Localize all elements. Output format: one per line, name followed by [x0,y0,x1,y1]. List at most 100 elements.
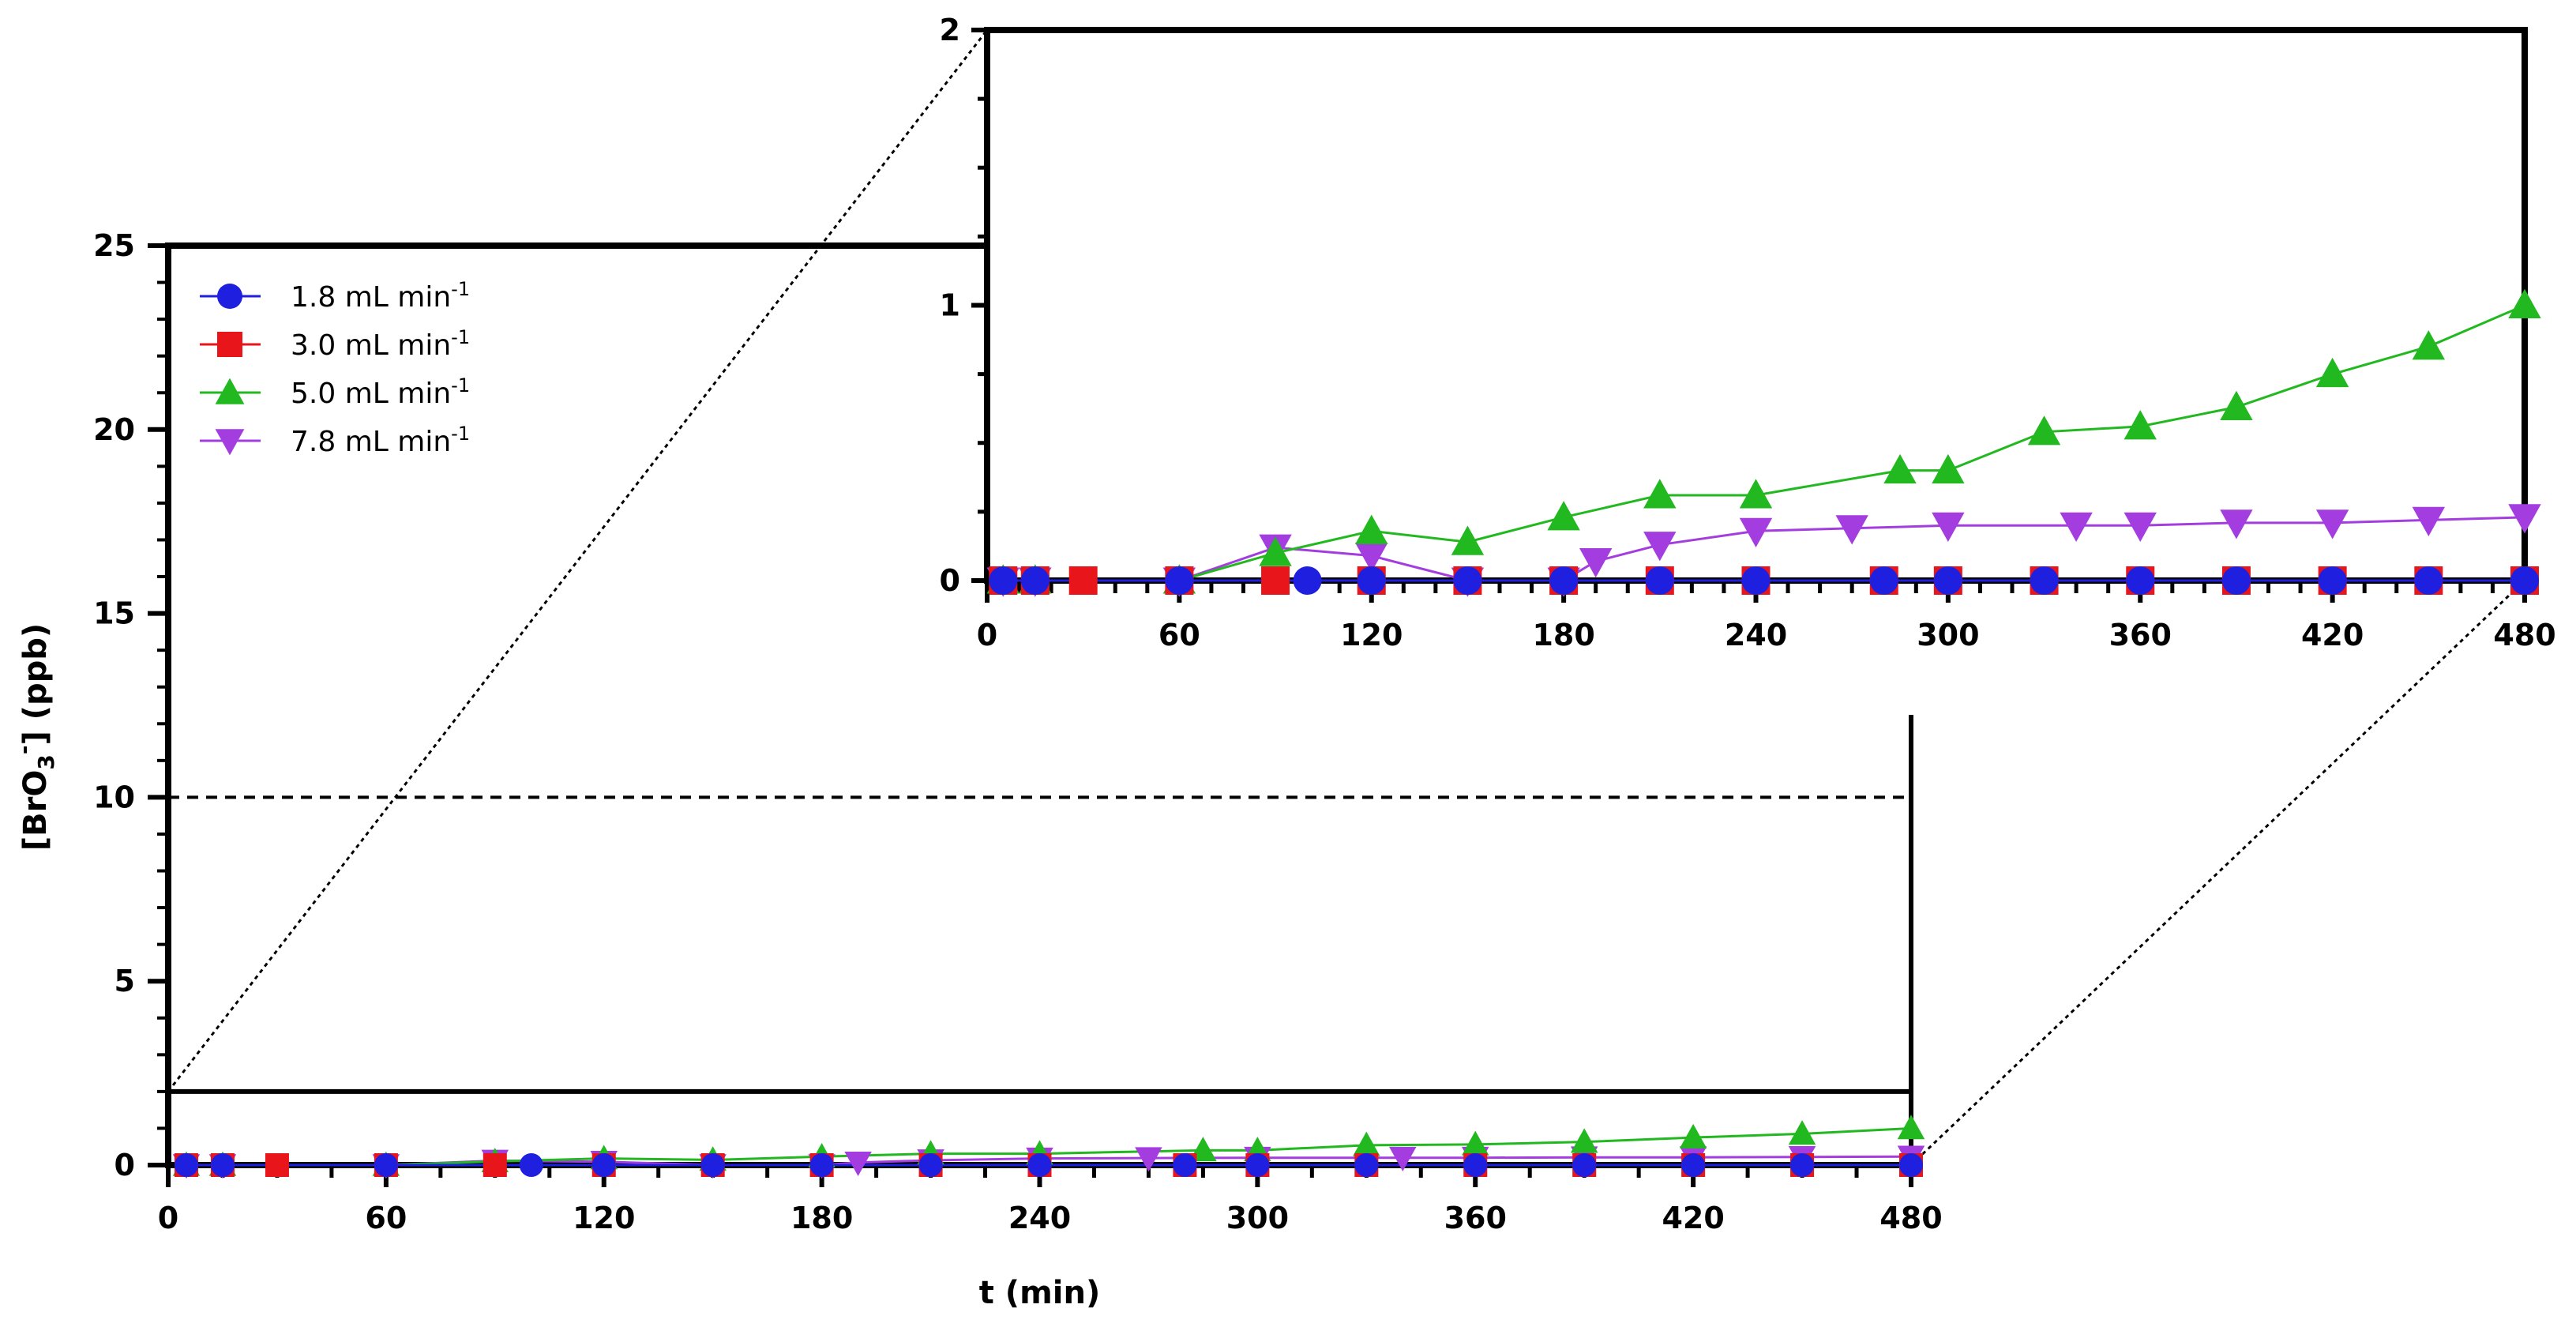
main-point [1353,1131,1380,1156]
x-tick-label: 0 [158,1201,178,1235]
inset-point [1453,566,1482,595]
main-point [1788,1120,1816,1145]
inset-point [2221,566,2251,595]
zoom-line-left [167,29,989,1092]
inset-y-tick-label: 2 [940,13,960,47]
inset-point [1869,566,1898,595]
inset-point [1549,566,1579,595]
main-point [265,1153,289,1177]
y-axis-title-unit: ] (ppb) [17,623,54,746]
legend-label-text: 3.0 mL min [291,329,451,362]
legend-label-sup: -1 [451,374,470,397]
main-point [519,1153,543,1177]
inset-point [1739,517,1773,547]
inset-point [1355,514,1388,544]
zoom-line-right [1909,579,2526,1167]
legend-label: 1.8 mL min-1 [291,278,470,314]
inset-point [1259,536,1292,566]
inset-point [1932,512,1965,542]
main-point [1899,1153,1923,1177]
inset-point [2124,410,2157,440]
inset-point [1020,566,1050,595]
main-point [1679,1123,1707,1148]
main-point [700,1153,725,1177]
x-tick-label: 480 [1879,1201,1942,1235]
main-point [1463,1153,1488,1177]
legend-label-text: 1.8 mL min [291,281,451,314]
y-tick-label: 25 [93,228,135,263]
x-tick-label: 60 [365,1201,407,1235]
main-point [1790,1153,1815,1177]
legend-label: 5.0 mL min-1 [291,374,470,410]
y-tick-label: 15 [93,596,135,631]
main-point [1570,1128,1598,1153]
inset-point [2220,509,2253,539]
main-point [1173,1153,1197,1177]
inset-x-tick-label: 360 [2109,618,2172,652]
main-point [809,1153,834,1177]
inset-point [1643,532,1677,562]
y-tick-label: 5 [115,964,135,998]
inset-point [1068,566,1098,595]
inset-point [1165,566,1194,595]
main-point [591,1153,616,1177]
inset-point [1355,543,1388,573]
main-point [174,1153,198,1177]
inset-point [2412,506,2446,537]
legend-marker [217,332,242,357]
x-tick-label: 240 [1008,1201,1071,1235]
inset-point [2030,566,2059,595]
legend-marker [215,378,245,404]
main-point [210,1153,235,1177]
legend: 1.8 mL min-13.0 mL min-15.0 mL min-17.8 … [200,278,470,458]
y-tick-label: 10 [93,780,135,814]
legend-label: 3.0 mL min-1 [291,326,470,362]
main-point [844,1151,872,1176]
inset-point [2508,288,2541,319]
inset-x-tick-label: 420 [2301,618,2364,652]
main-point [1245,1153,1270,1177]
inset-point [1835,515,1868,545]
inset-x-tick-label: 300 [1917,618,1979,652]
inset-point [1741,566,1771,595]
legend-marker [215,429,245,456]
inset-x-tick-label: 240 [1725,618,1787,652]
inset-point [1645,566,1674,595]
inset-point [1643,479,1677,509]
inset-point [1357,566,1386,595]
main-point [1897,1115,1925,1140]
legend-label-sup: -1 [451,326,470,348]
main-point [1572,1153,1597,1177]
inset-plot: 0 60 120 180 240 300 360 420 480 0 1 2 [940,13,2556,652]
x-tick-label: 420 [1662,1201,1724,1235]
inset-point [2508,504,2541,534]
zoom-connector-lines [167,29,2526,1167]
legend-label-text: 7.8 mL min [291,426,451,458]
inset-point [2412,330,2446,360]
x-tick-label: 360 [1444,1201,1507,1235]
inset-y-tick-label: 1 [940,288,960,323]
inset-point [1739,479,1773,509]
inset-x-tick-label: 480 [2493,618,2555,652]
main-point [1389,1146,1417,1171]
inset-point [1261,566,1290,595]
main-point [918,1153,943,1177]
main-point [483,1153,507,1177]
inset-point [2315,357,2349,388]
inset-point [2124,512,2157,542]
inset-x-tick-label: 180 [1532,618,1594,652]
inset-point [2126,566,2155,595]
inset-x-tick-label: 60 [1158,618,1200,652]
main-point [374,1153,398,1177]
inset-point [989,566,1018,595]
y-axis-title-sup: - [11,746,37,755]
legend-label: 7.8 mL min-1 [291,423,470,458]
inset-point [1579,548,1613,578]
y-axis-title-main: [BrO [17,770,54,851]
x-axis-title: t (min) [979,1275,1100,1311]
legend-marker [217,284,242,309]
inset-series-line [1003,516,2525,582]
inset-point [2318,566,2347,595]
